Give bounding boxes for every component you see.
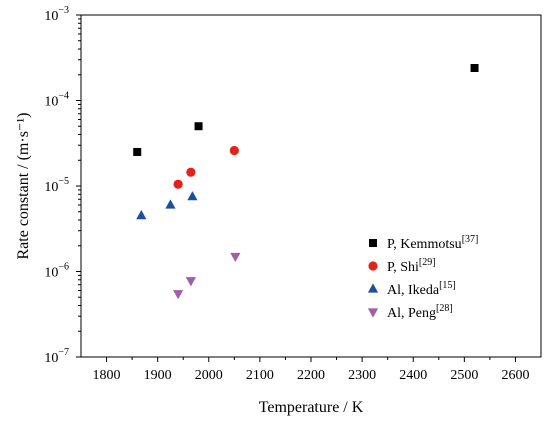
x-tick-label: 2400 bbox=[399, 368, 427, 383]
legend-marker bbox=[367, 308, 379, 318]
x-tick-label: 2300 bbox=[348, 368, 376, 383]
x-tick-label: 2200 bbox=[297, 368, 325, 383]
axis-ticks: 1800 1900 2000 2100 2200 2300 2400 2500 2600 10−3… bbox=[44, 5, 529, 383]
data-point bbox=[173, 179, 183, 189]
legend-label: P, Kemmotsu[37] bbox=[387, 234, 478, 252]
y-tick-label: 10−4 bbox=[44, 91, 69, 110]
x-tick-label: 2100 bbox=[246, 368, 274, 383]
data-marks bbox=[133, 63, 479, 300]
legend-label: P, Shi[29] bbox=[387, 257, 436, 275]
data-point bbox=[133, 147, 142, 156]
x-tick-label: 1900 bbox=[144, 368, 172, 383]
data-point bbox=[194, 122, 203, 131]
x-tick-label: 2500 bbox=[450, 368, 478, 383]
legend-marker bbox=[369, 239, 377, 247]
legend-marker bbox=[368, 261, 378, 271]
y-tick-label: 10−5 bbox=[44, 176, 69, 195]
legend-label: Al, Peng[28] bbox=[387, 303, 453, 321]
y-tick-label: 10−7 bbox=[44, 347, 69, 366]
data-point bbox=[470, 63, 479, 72]
data-point bbox=[185, 277, 196, 287]
x-axis-label: Temperature / K bbox=[259, 399, 364, 416]
data-point bbox=[187, 191, 198, 201]
legend-marker bbox=[367, 283, 379, 293]
legend-label: Al, Ikeda[15] bbox=[387, 280, 456, 298]
data-point bbox=[229, 145, 239, 156]
data-point bbox=[165, 199, 176, 209]
data-point bbox=[186, 167, 196, 177]
y-tick-label: 10−6 bbox=[44, 262, 69, 281]
x-tick-label: 2000 bbox=[195, 368, 223, 383]
y-tick-label: 10−3 bbox=[44, 5, 69, 24]
data-point bbox=[173, 290, 184, 300]
data-point bbox=[136, 210, 147, 220]
x-tick-label: 1800 bbox=[93, 368, 121, 383]
y-axis-label: Rate constant / (m·s⁻¹) bbox=[15, 113, 32, 260]
data-point bbox=[230, 252, 241, 263]
legend: P, Kemmotsu[37] P, Shi[29] Al, Ikeda[15] Al… bbox=[367, 234, 478, 321]
x-tick-label: 2600 bbox=[501, 368, 529, 383]
